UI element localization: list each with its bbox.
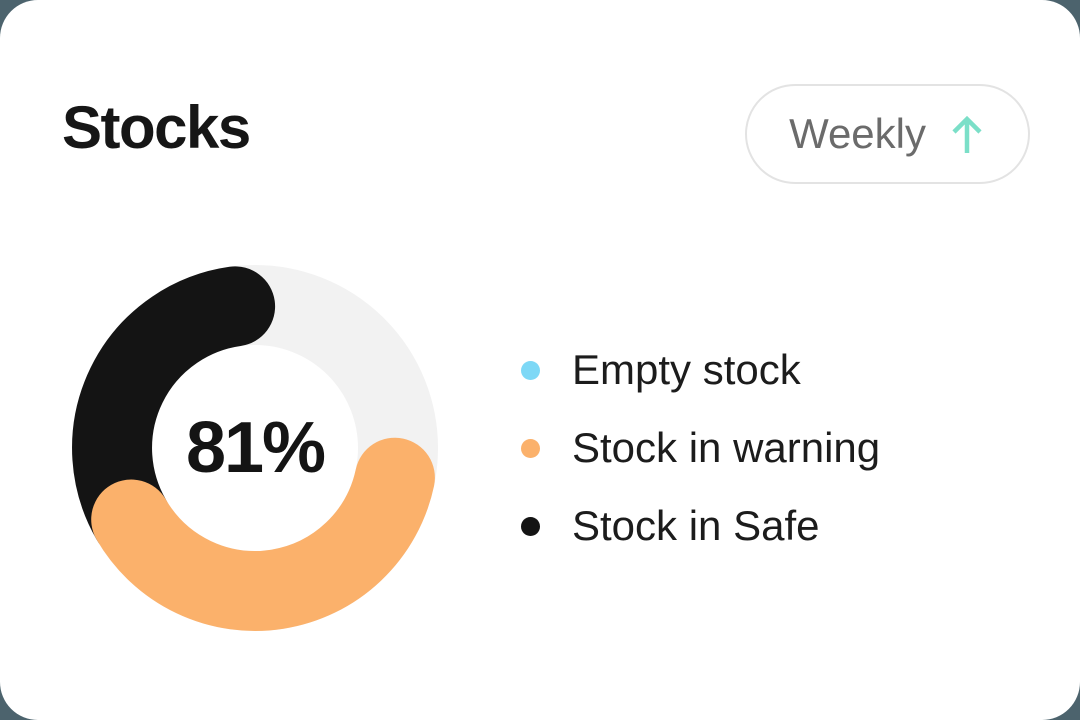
legend-dot-stock-in-warning xyxy=(521,438,540,458)
donut-segment-stock-in-warning xyxy=(91,437,435,631)
legend-label: Stock in Safe xyxy=(572,502,820,549)
donut-chart: 81% xyxy=(70,263,440,633)
legend-item-stock-in-warning: Stock in warning xyxy=(521,409,880,487)
page-title: Stocks xyxy=(62,94,251,161)
legend-item-empty-stock: Empty stock xyxy=(521,331,880,409)
period-selector-button[interactable]: Weekly xyxy=(745,84,1030,184)
legend-item-stock-in-safe: Stock in Safe xyxy=(521,487,880,565)
legend-dot-empty-stock xyxy=(521,360,540,380)
period-selector-label: Weekly xyxy=(789,110,926,157)
donut-center-value: 81% xyxy=(185,408,326,488)
legend-dot-stock-in-safe xyxy=(521,516,540,536)
legend-label: Stock in warning xyxy=(572,424,881,471)
chart-legend: Empty stock Stock in warning Stock in Sa… xyxy=(521,331,880,565)
donut-segment-stock-in-safe xyxy=(72,266,276,560)
legend-label: Empty stock xyxy=(572,346,801,393)
donut-chart-svg xyxy=(72,265,438,631)
up-arrow-icon xyxy=(952,115,982,153)
